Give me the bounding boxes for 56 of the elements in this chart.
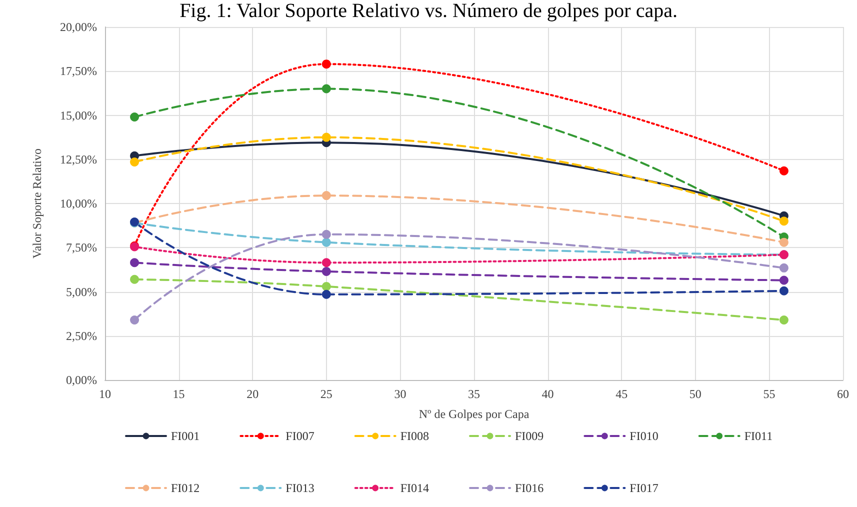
legend-label: FI014	[400, 481, 430, 495]
legend-label: FI001	[171, 429, 200, 443]
x-tick-label: 15	[172, 387, 185, 401]
x-tick-label: 30	[394, 387, 406, 401]
y-tick-label: 5,00%	[66, 284, 97, 299]
point	[322, 191, 331, 200]
x-tick-label: 35	[468, 387, 480, 401]
point	[322, 84, 331, 94]
legend-label: FI013	[286, 481, 314, 495]
y-tick-label: 7,50%	[66, 240, 97, 255]
legend-label: FI009	[515, 429, 544, 443]
x-tick-label: 25	[320, 387, 332, 401]
x-tick-label: 40	[542, 387, 554, 401]
legend-label: FI010	[630, 429, 658, 443]
legend-label: FI012	[171, 481, 200, 495]
legend-label: FI007	[286, 429, 314, 443]
point	[130, 274, 140, 284]
point	[779, 238, 788, 247]
x-tick-label: 60	[837, 387, 849, 401]
point	[130, 112, 140, 122]
point	[322, 238, 331, 247]
y-axis-title: Valor Soporte Relativo	[30, 148, 44, 258]
point	[322, 258, 331, 268]
point	[322, 60, 331, 69]
point	[779, 263, 788, 272]
point	[322, 290, 331, 299]
legend-label: FI017	[630, 481, 658, 495]
x-axis-title: Nº de Golpes por Capa	[418, 407, 530, 421]
y-tick-label: 12,50%	[60, 152, 97, 166]
y-tick-label: 17,50%	[60, 64, 97, 78]
y-tick-label: 15,00%	[60, 108, 97, 122]
x-tick-label: 50	[689, 387, 702, 401]
point	[322, 282, 331, 291]
legend-label: FI011	[744, 429, 773, 443]
y-tick-label: 10,00%	[60, 196, 97, 210]
point	[130, 158, 140, 167]
y-tick-label: 20,00%	[60, 20, 97, 34]
x-tick-label: 55	[763, 387, 776, 401]
point	[779, 286, 788, 296]
point	[779, 166, 788, 176]
point	[322, 132, 331, 142]
legend-label: FI016	[515, 481, 544, 495]
point	[779, 216, 788, 226]
x-tick-label: 20	[246, 387, 259, 401]
point	[322, 230, 331, 239]
y-tick-label: 0,00%	[66, 373, 97, 387]
point	[130, 258, 140, 268]
x-tick-label: 10	[99, 387, 111, 401]
point	[779, 276, 788, 285]
legend-label: FI008	[400, 429, 430, 443]
point	[130, 315, 140, 324]
chart-title: Fig. 1: Valor Soporte Relativo vs. Número de golpes por capa.	[180, 0, 678, 22]
x-tick-label: 45	[616, 387, 628, 401]
point	[322, 266, 331, 276]
point	[779, 315, 788, 324]
y-tick-label: 2,50%	[66, 328, 97, 343]
